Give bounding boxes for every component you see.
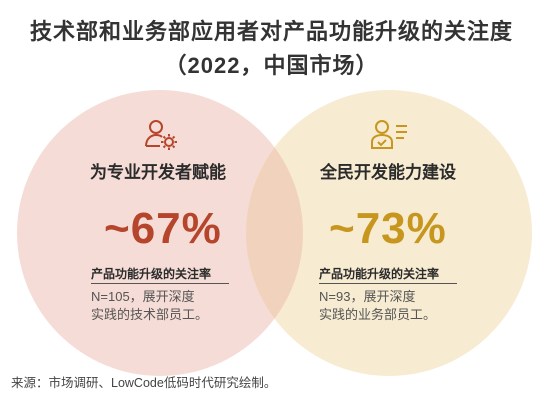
right-metric-label: 产品功能升级的关注率 bbox=[319, 267, 440, 281]
venn-circle-left bbox=[17, 90, 303, 376]
right-note-line2: 实践的业务部员工。 bbox=[319, 307, 437, 322]
right-set-name: 全民开发能力建设 bbox=[320, 163, 456, 182]
right-set-value: ~73% bbox=[329, 204, 447, 253]
source-note: 来源：市场调研、LowCode低码时代研究绘制。 bbox=[11, 376, 277, 390]
right-divider bbox=[319, 283, 457, 284]
left-set-name: 为专业开发者赋能 bbox=[90, 163, 226, 182]
chart-subtitle: （2022，中国市场） bbox=[164, 53, 379, 78]
developer-gear-icon bbox=[144, 118, 178, 157]
left-metric-label: 产品功能升级的关注率 bbox=[91, 267, 212, 281]
right-note-line1: N=93，展开深度 bbox=[319, 289, 416, 304]
chart-title: 技术部和业务部应用者对产品功能升级的关注度 bbox=[29, 19, 513, 44]
user-checklist-icon bbox=[371, 118, 409, 157]
left-note-line1: N=105，展开深度 bbox=[91, 289, 195, 304]
left-set-value: ~67% bbox=[104, 204, 222, 253]
left-note-line2: 实践的技术部员工。 bbox=[91, 307, 209, 322]
left-divider bbox=[91, 283, 229, 284]
venn-circle-right bbox=[246, 90, 532, 376]
